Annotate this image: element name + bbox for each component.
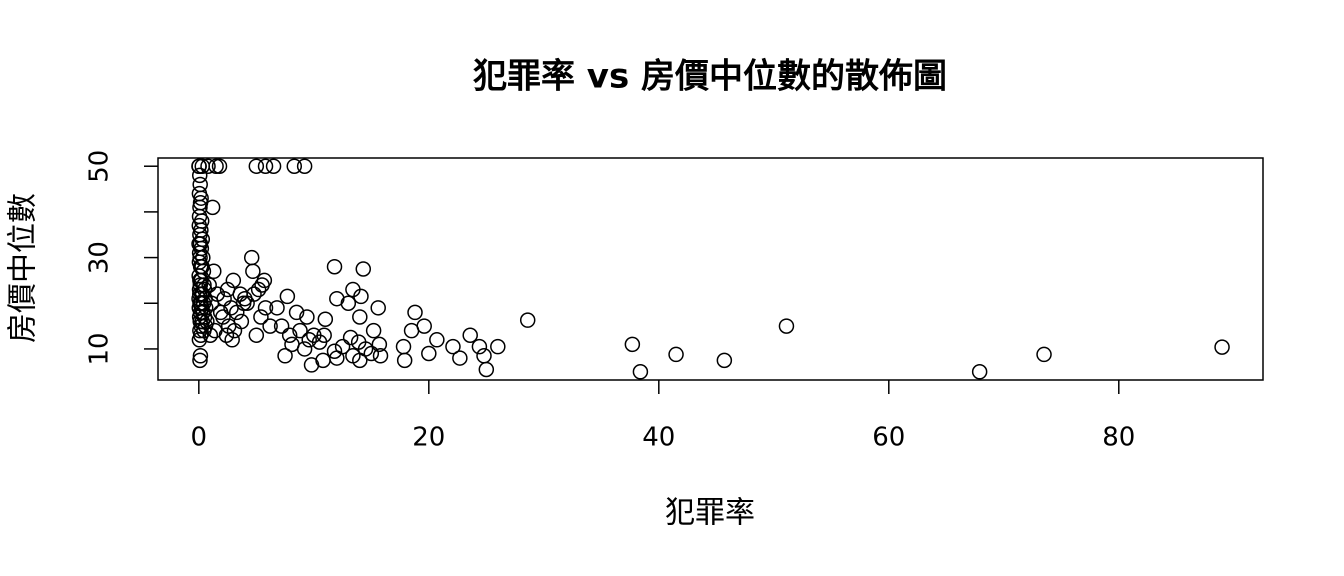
point	[257, 158, 274, 174]
point	[490, 338, 506, 355]
point	[471, 338, 488, 355]
point	[223, 300, 239, 316]
point	[218, 327, 235, 343]
point	[632, 364, 649, 380]
chart-title: 犯罪率 vs 房價中位數的散佈圖	[473, 57, 947, 97]
point	[353, 288, 369, 305]
point	[191, 332, 208, 348]
point	[273, 318, 290, 334]
point	[201, 277, 217, 293]
point	[519, 312, 536, 328]
point	[224, 332, 240, 348]
point	[668, 346, 684, 363]
point	[202, 327, 219, 343]
point	[370, 300, 386, 316]
y-tick-label: 50	[85, 150, 115, 183]
point	[403, 322, 420, 339]
point	[372, 348, 389, 364]
point	[778, 318, 795, 334]
point	[352, 352, 368, 369]
point	[262, 318, 278, 334]
point	[421, 345, 437, 362]
point	[206, 263, 222, 280]
point	[253, 309, 269, 325]
point	[215, 309, 231, 325]
point	[269, 300, 285, 316]
point	[191, 167, 208, 184]
point	[192, 352, 208, 369]
point	[326, 258, 343, 275]
point	[225, 272, 242, 289]
y-axis-label: 房價中位數	[6, 193, 41, 343]
point	[279, 288, 296, 305]
y-tick-label: 10	[85, 332, 115, 365]
point	[1214, 339, 1230, 355]
point	[277, 348, 293, 364]
x-tick-label: 80	[1102, 423, 1135, 453]
point	[352, 309, 368, 325]
y-tick-label: 30	[85, 241, 115, 274]
point	[317, 311, 334, 327]
x-tick-label: 20	[412, 423, 445, 453]
point	[226, 322, 243, 339]
point	[301, 332, 317, 348]
point	[365, 322, 382, 339]
point	[208, 158, 224, 174]
point	[326, 343, 343, 359]
point	[462, 327, 478, 343]
x-tick-label: 60	[872, 423, 905, 453]
point	[429, 332, 445, 348]
point	[971, 364, 988, 380]
point	[315, 352, 331, 369]
point	[229, 304, 245, 321]
point	[296, 158, 313, 174]
point	[445, 338, 461, 355]
point	[245, 263, 261, 280]
point	[340, 295, 357, 312]
point	[299, 309, 315, 325]
point	[355, 261, 372, 277]
point	[478, 361, 495, 378]
point	[363, 345, 380, 362]
point	[288, 304, 305, 321]
point	[193, 190, 209, 206]
point	[250, 281, 267, 298]
point	[316, 327, 332, 343]
point	[248, 158, 265, 174]
x-tick-label: 40	[642, 423, 675, 453]
point	[342, 329, 359, 346]
point	[248, 327, 265, 343]
point	[257, 300, 274, 316]
plot-frame	[157, 157, 1264, 381]
point	[292, 322, 308, 339]
point	[200, 158, 216, 174]
point	[1036, 346, 1052, 363]
point	[286, 158, 303, 174]
point	[716, 352, 733, 369]
point	[624, 336, 641, 353]
x-tick-label: 0	[191, 423, 208, 453]
x-axis-label: 犯罪率	[665, 496, 755, 531]
point	[281, 327, 298, 343]
point	[265, 158, 282, 174]
point	[254, 277, 270, 293]
point	[296, 341, 313, 357]
point	[396, 352, 413, 369]
point	[211, 158, 228, 174]
point	[243, 249, 260, 266]
point	[192, 348, 209, 364]
point	[416, 318, 432, 334]
point	[452, 350, 468, 366]
point	[204, 199, 221, 216]
point	[239, 295, 255, 312]
point	[395, 338, 412, 355]
point	[407, 304, 423, 321]
point	[371, 336, 388, 353]
